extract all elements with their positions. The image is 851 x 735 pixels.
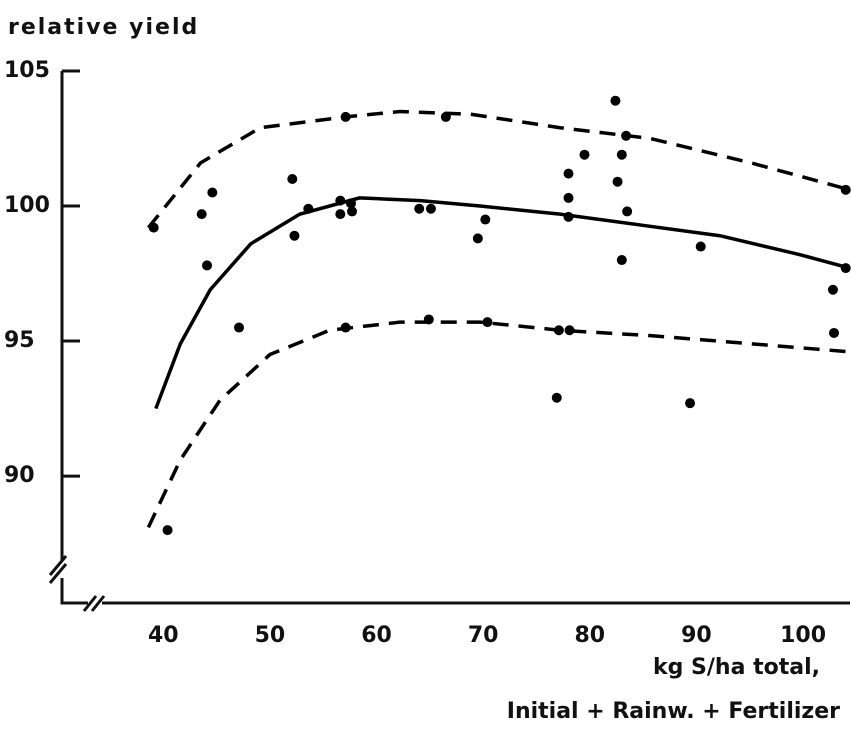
y-axis (60, 578, 88, 605)
y-tick-label: 105 (4, 58, 50, 83)
x-tick-label: 40 (148, 623, 179, 648)
x-tick-label: 80 (575, 623, 606, 648)
data-point (616, 149, 627, 160)
x-tick-label: 70 (468, 623, 499, 648)
fit-curve (146, 320, 851, 529)
data-point (196, 209, 207, 220)
data-point (335, 209, 346, 220)
x-axis-label: Initial + Rainw. + Fertilizer (507, 699, 840, 724)
data-point (425, 203, 436, 214)
data-point (345, 198, 356, 209)
data-point (840, 263, 851, 274)
axes (48, 71, 850, 612)
data-point (621, 130, 632, 141)
data-point (563, 211, 574, 222)
data-point (551, 392, 562, 403)
x-tick-label: 90 (681, 623, 712, 648)
x-axis-label: kg S/ha total, (653, 655, 820, 680)
data-point (616, 255, 627, 266)
data-point (612, 176, 623, 187)
axis-break (90, 595, 106, 612)
data-point (482, 317, 493, 328)
data-point (553, 325, 564, 336)
fit-curve (154, 196, 851, 410)
axis-break (48, 563, 68, 584)
data-point (162, 525, 173, 536)
data-point (827, 284, 838, 295)
data-point (347, 206, 358, 217)
fit-curve (147, 109, 851, 229)
data-point (303, 203, 314, 214)
data-point (414, 203, 425, 214)
data-point (564, 325, 575, 336)
data-point (695, 241, 706, 252)
data-point (829, 327, 840, 338)
data-point (335, 195, 346, 206)
data-point (480, 214, 491, 225)
data-point (472, 233, 483, 244)
data-point (579, 149, 590, 160)
data-point (622, 206, 633, 217)
data-point (234, 322, 245, 333)
data-point (148, 222, 159, 233)
axis-break (48, 555, 68, 576)
data-point (440, 111, 451, 122)
data-point (563, 168, 574, 179)
y-tick-label: 90 (4, 463, 35, 488)
x-tick-label: 60 (361, 623, 392, 648)
data-point (287, 174, 298, 185)
data-point (340, 322, 351, 333)
data-point (423, 314, 434, 325)
x-tick-label: 50 (255, 623, 286, 648)
data-point (610, 95, 621, 106)
data-point (685, 398, 696, 409)
y-tick-label: 95 (4, 328, 35, 353)
data-point (840, 184, 851, 195)
x-tick-label: 100 (780, 623, 826, 648)
data-point (202, 260, 213, 271)
axis-break (82, 595, 98, 612)
data-point (207, 187, 218, 198)
y-tick-label: 100 (4, 193, 50, 218)
data-point (563, 192, 574, 203)
data-point (289, 230, 300, 241)
data-point (340, 111, 351, 122)
y-axis-label: relative yield (8, 15, 199, 40)
